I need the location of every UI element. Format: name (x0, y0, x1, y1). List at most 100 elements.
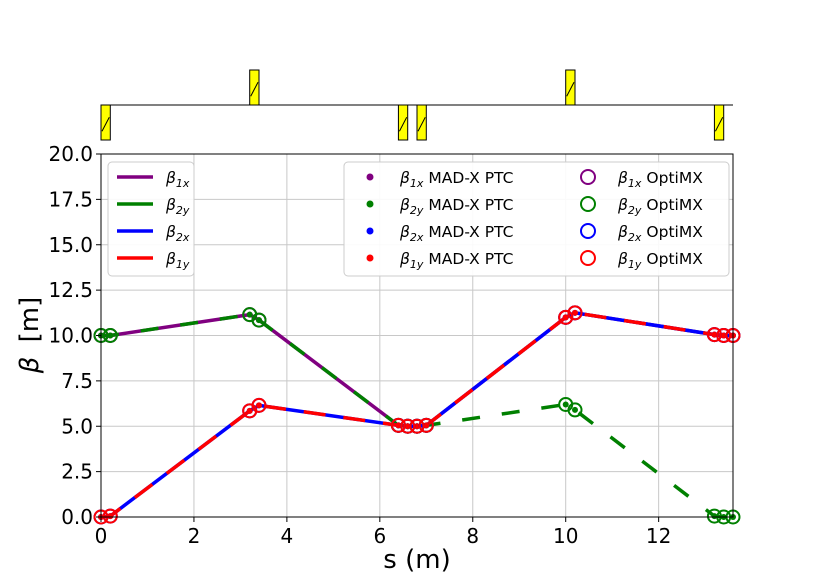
lattice-strip (100, 69, 733, 141)
y-tick-label: 15.0 (48, 233, 93, 257)
legend-circle-label-1x-symbol: β (617, 169, 628, 187)
optimx-point-1y (706, 327, 722, 343)
legend-circle-label-2y-subscript: 2y (628, 204, 642, 217)
legend-circle-swatch-2y (580, 196, 596, 212)
legend-point-label-2x: β2x MAD-X PTC (399, 223, 513, 244)
ptc-point-1y (414, 423, 420, 430)
legend-line-label-1y-subscript: 1y (176, 258, 190, 271)
legend-circle-label-1y-suffix: OptiMX (646, 250, 703, 268)
lattice-element-hatch (250, 82, 259, 97)
y-axis-symbol: β (15, 357, 45, 375)
ptc-point-2y (256, 317, 262, 324)
optimx-point-1y (400, 418, 416, 434)
legend-circle-label-1y: β1y OptiMX (617, 250, 703, 271)
legend-point-label-2x-symbol: β (399, 223, 410, 241)
legend-point-label-2x-suffix: MAD-X PTC (428, 223, 513, 241)
ptc-point-1y (246, 407, 253, 414)
x-tick-label: 8 (466, 524, 479, 548)
optimx-point-1y (567, 305, 583, 321)
legend-circle-label-1x: β1x OptiMX (617, 169, 703, 190)
legend-circle-label-2x-subscript: 2x (628, 231, 642, 244)
legend-points-box (343, 161, 730, 277)
legend-circle-swatch-1y (580, 250, 596, 266)
ptc-point-2y (711, 513, 718, 520)
y-tick-label: 5.0 (61, 414, 93, 438)
y-tick-label: 10.0 (48, 324, 93, 348)
lattice-element-hatch (714, 117, 724, 132)
ptc-point-1y (720, 332, 727, 339)
legend-circle-label-2x: β2x OptiMX (617, 223, 703, 244)
legend-point-label-1x-subscript: 1x (410, 177, 424, 190)
series-line-2x (100, 311, 733, 519)
legend-line-label-1x: β1x (165, 169, 190, 190)
legend-point-label-1y-symbol: β (399, 250, 410, 268)
series-line-2y (101, 312, 733, 519)
ptc-point-1y (711, 331, 718, 338)
legend-line-label-2y: β2y (165, 196, 190, 217)
ptc-point-2y (572, 406, 578, 413)
optimx-point-2y (706, 508, 722, 524)
x-tick-label: 12 (646, 524, 671, 548)
legend-circle-label-1y-subscript: 1y (628, 258, 642, 271)
lattice-element (416, 104, 427, 141)
legend-circle-label-2x-suffix: OptiMX (646, 223, 703, 241)
legend-point-label-1x-symbol: β (399, 169, 410, 187)
y-axis-unit: [m] (15, 297, 45, 343)
legend-circle-label-1x-suffix: OptiMX (646, 169, 703, 187)
optimx-point-1y (409, 418, 425, 434)
optimx-point-1y (251, 397, 267, 413)
legend-point-swatch-2x (366, 227, 374, 235)
legend-point-swatch-2y (366, 200, 374, 208)
lattice-element-hatch (417, 117, 426, 132)
y-axis-label: β [m] (15, 297, 45, 374)
optimx-point-2y (251, 312, 267, 328)
optimx-point-1y (102, 508, 118, 524)
markers (93, 305, 741, 525)
legend-line-label-2y-subscript: 2y (176, 204, 190, 217)
legend-circle-label-1x-subscript: 1x (628, 177, 642, 190)
x-tick-label: 0 (95, 524, 108, 548)
legend-point-label-2x-subscript: 2x (410, 231, 424, 244)
optimx-point-1y (558, 309, 574, 325)
legend-line-label-2x-symbol: β (165, 223, 176, 241)
legend-circle-label-1y-symbol: β (617, 250, 628, 268)
lattice-element (397, 104, 409, 141)
legend-line-label-1x-symbol: β (165, 169, 176, 187)
legend-lines-box (107, 161, 195, 277)
ptc-point-2y (562, 401, 569, 408)
y-tick-label: 20.0 (48, 142, 93, 166)
ptc-point-2y (246, 311, 253, 318)
legend-circle-label-2x-symbol: β (617, 223, 628, 241)
lattice-element-hatch (566, 82, 575, 97)
optimx-point-2y (567, 402, 583, 418)
legend-point-label-2y-subscript: 2y (410, 204, 424, 217)
legend-line-label-2y-symbol: β (165, 196, 176, 214)
lattice-element (713, 104, 725, 141)
legend-line-label-2x-subscript: 2x (176, 231, 190, 244)
legend-circle-swatch-2x (580, 223, 596, 239)
optimx-point-1y (716, 328, 732, 343)
series-line-1y (100, 311, 733, 519)
ticks: 0 2 4 6 8 10 12 0.0 2.5 5.0 7.5 10.0 12.5 15.0 17.5 20.… (48, 142, 671, 548)
legend-point-swatch-1x (366, 173, 374, 181)
optimx-point-2y (102, 328, 118, 343)
legend-line-label-2x: β2x (165, 223, 190, 244)
y-tick-label: 12.5 (48, 278, 93, 302)
legend-line-label-1x-subscript: 1x (176, 177, 190, 190)
legend-circle-label-2y-symbol: β (617, 196, 628, 214)
lattice-element (249, 69, 260, 106)
legend-circle-swatch-1x (580, 169, 596, 185)
lattice-element-hatch (101, 117, 110, 132)
legend-point-label-2y: β2y MAD-X PTC (399, 196, 513, 217)
x-tick-label: 10 (553, 524, 578, 548)
ptc-point-1y (572, 309, 578, 316)
legend-line-label-1y: β1y (165, 250, 190, 271)
ptc-point-2y (107, 332, 114, 339)
legend-point-label-1x-suffix: MAD-X PTC (428, 169, 513, 187)
lattice-element (565, 69, 576, 106)
ptc-point-1y (107, 513, 114, 520)
legend-point-label-1y: β1y MAD-X PTC (399, 250, 513, 271)
y-tick-label: 17.5 (48, 187, 93, 211)
optimx-point-1y (418, 417, 434, 433)
